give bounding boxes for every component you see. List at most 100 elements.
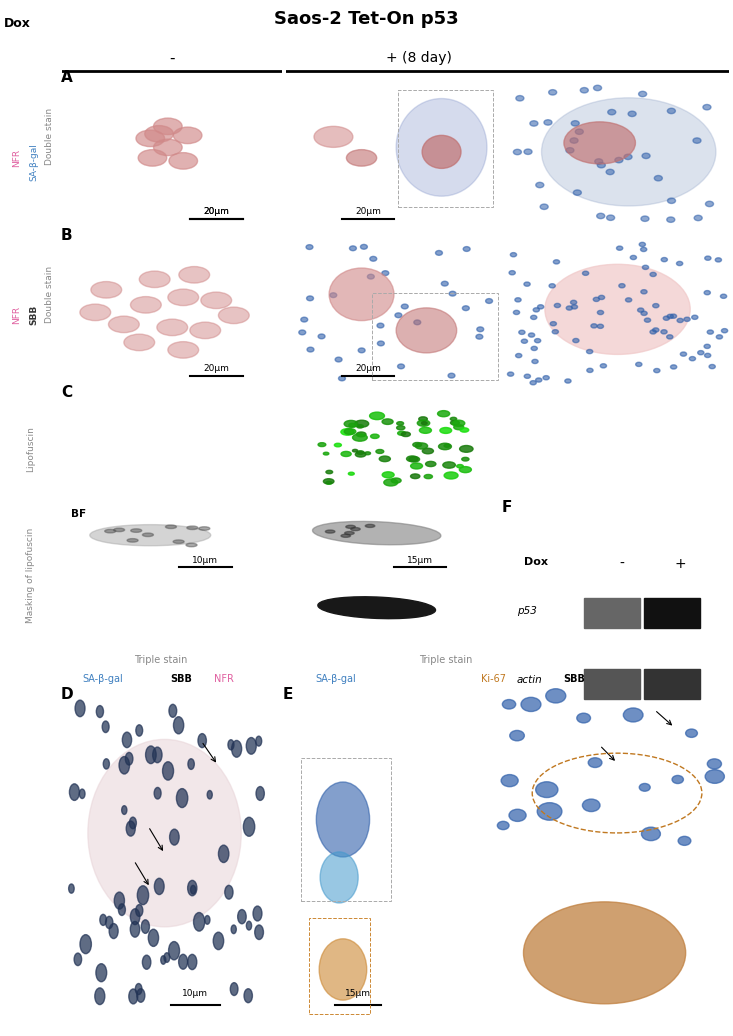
Text: -: - bbox=[169, 51, 175, 65]
Circle shape bbox=[419, 416, 427, 422]
Circle shape bbox=[361, 244, 367, 250]
Ellipse shape bbox=[201, 292, 232, 309]
Circle shape bbox=[357, 451, 364, 455]
Circle shape bbox=[540, 204, 548, 209]
Circle shape bbox=[588, 757, 602, 768]
Circle shape bbox=[513, 149, 521, 154]
Circle shape bbox=[543, 376, 549, 380]
Circle shape bbox=[553, 260, 559, 264]
Circle shape bbox=[460, 445, 473, 453]
Circle shape bbox=[69, 884, 74, 893]
Circle shape bbox=[571, 305, 578, 309]
Circle shape bbox=[642, 153, 650, 159]
Circle shape bbox=[616, 247, 623, 251]
Circle shape bbox=[655, 175, 663, 181]
Circle shape bbox=[513, 311, 520, 315]
Circle shape bbox=[382, 270, 388, 276]
Circle shape bbox=[532, 359, 538, 364]
Circle shape bbox=[142, 534, 153, 537]
Ellipse shape bbox=[542, 97, 716, 206]
Circle shape bbox=[382, 419, 393, 425]
Circle shape bbox=[365, 452, 370, 455]
Text: D: D bbox=[61, 687, 73, 701]
Circle shape bbox=[414, 320, 421, 324]
Circle shape bbox=[667, 217, 675, 223]
Text: Dox: Dox bbox=[523, 556, 548, 567]
Circle shape bbox=[74, 953, 81, 966]
Text: SA-β-gal: SA-β-gal bbox=[315, 673, 356, 684]
Circle shape bbox=[689, 356, 696, 361]
Text: 20μm: 20μm bbox=[203, 365, 229, 373]
Text: Masking of lipofuscin: Masking of lipofuscin bbox=[26, 527, 35, 623]
Circle shape bbox=[721, 294, 726, 298]
Circle shape bbox=[641, 311, 647, 315]
Circle shape bbox=[677, 318, 683, 322]
Circle shape bbox=[365, 524, 375, 527]
Circle shape bbox=[125, 752, 133, 765]
Ellipse shape bbox=[144, 125, 173, 142]
Circle shape bbox=[692, 315, 698, 319]
Circle shape bbox=[169, 942, 180, 960]
Ellipse shape bbox=[108, 316, 139, 333]
Circle shape bbox=[597, 311, 603, 315]
Circle shape bbox=[671, 314, 677, 318]
Circle shape bbox=[154, 787, 161, 799]
Circle shape bbox=[566, 306, 572, 310]
Circle shape bbox=[537, 803, 562, 821]
Circle shape bbox=[573, 190, 581, 196]
Ellipse shape bbox=[179, 266, 210, 283]
Circle shape bbox=[70, 784, 79, 801]
Circle shape bbox=[96, 963, 107, 982]
Circle shape bbox=[163, 761, 174, 780]
Circle shape bbox=[232, 741, 242, 757]
Circle shape bbox=[353, 434, 367, 441]
Circle shape bbox=[353, 450, 358, 452]
Text: SA-β-gal: SA-β-gal bbox=[29, 143, 38, 181]
Ellipse shape bbox=[422, 136, 461, 169]
Circle shape bbox=[166, 525, 177, 528]
Circle shape bbox=[684, 317, 690, 321]
Circle shape bbox=[524, 149, 532, 154]
Circle shape bbox=[524, 282, 530, 286]
Circle shape bbox=[401, 432, 410, 436]
Text: Triple stain: Triple stain bbox=[134, 656, 188, 665]
Circle shape bbox=[644, 318, 651, 322]
Circle shape bbox=[377, 341, 384, 346]
Circle shape bbox=[575, 130, 583, 135]
Circle shape bbox=[636, 363, 642, 367]
Circle shape bbox=[572, 339, 579, 343]
Circle shape bbox=[667, 108, 675, 114]
Text: Saos-2 Tet-On p53: Saos-2 Tet-On p53 bbox=[274, 9, 459, 28]
Circle shape bbox=[597, 324, 603, 328]
Circle shape bbox=[528, 333, 534, 337]
Bar bbox=[372, 293, 498, 380]
Circle shape bbox=[253, 906, 262, 921]
Circle shape bbox=[654, 369, 660, 373]
Circle shape bbox=[173, 540, 184, 544]
Circle shape bbox=[600, 364, 606, 368]
Circle shape bbox=[188, 758, 194, 770]
Circle shape bbox=[531, 315, 537, 319]
Circle shape bbox=[463, 247, 470, 252]
Circle shape bbox=[306, 244, 313, 250]
Circle shape bbox=[421, 422, 427, 425]
Text: 20μm: 20μm bbox=[355, 365, 381, 373]
Circle shape bbox=[549, 90, 556, 95]
Circle shape bbox=[677, 261, 682, 265]
Circle shape bbox=[126, 822, 136, 836]
Circle shape bbox=[109, 923, 118, 939]
Ellipse shape bbox=[319, 939, 366, 1000]
Circle shape bbox=[463, 306, 469, 311]
Text: Triple stain: Triple stain bbox=[419, 656, 473, 665]
Circle shape bbox=[661, 258, 668, 262]
Circle shape bbox=[416, 443, 427, 449]
Ellipse shape bbox=[314, 126, 353, 147]
Circle shape bbox=[707, 758, 721, 769]
Circle shape bbox=[678, 836, 691, 845]
Text: F: F bbox=[502, 500, 512, 515]
Circle shape bbox=[587, 368, 593, 373]
Circle shape bbox=[698, 350, 704, 354]
Circle shape bbox=[349, 423, 357, 427]
Circle shape bbox=[521, 339, 528, 343]
Circle shape bbox=[608, 110, 616, 115]
